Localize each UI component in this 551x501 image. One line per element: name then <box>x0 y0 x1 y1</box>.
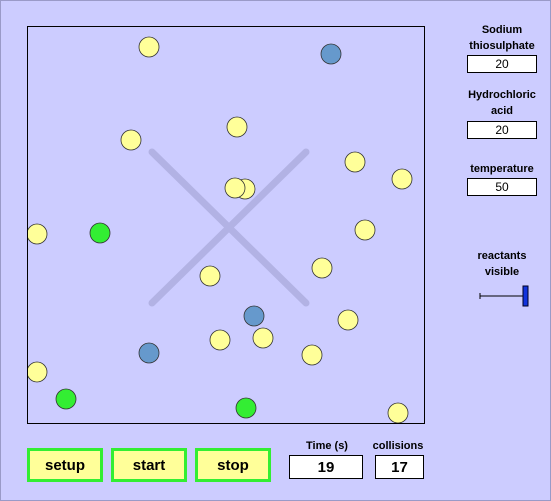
cross-line-2 <box>148 148 310 307</box>
yellow-particle <box>337 309 359 331</box>
yellow-particle <box>199 265 221 287</box>
collisions-label: collisions <box>372 440 424 452</box>
blue-particle <box>320 43 342 65</box>
hydrochloric-acid-input[interactable]: 20 <box>467 121 537 139</box>
yellow-particle <box>252 327 274 349</box>
collisions-value: 17 <box>375 455 424 479</box>
yellow-particle <box>226 116 248 138</box>
reactants-visible-label: reactants visible <box>452 248 551 280</box>
reaction-cross-watermark <box>148 148 310 307</box>
setup-button[interactable]: setup <box>27 448 103 482</box>
hcl-label-line-2: acid <box>490 105 513 117</box>
hcl-label-line-1: Hydrochloric <box>468 89 536 101</box>
temperature-label: temperature <box>470 163 534 175</box>
blue-particle <box>243 305 265 327</box>
green-particle <box>55 388 77 410</box>
stop-button-label: stop <box>217 456 249 474</box>
temperature-input[interactable]: 50 <box>467 178 537 196</box>
yellow-particle <box>344 151 366 173</box>
green-particle <box>89 222 111 244</box>
stop-button[interactable]: stop <box>195 448 271 482</box>
yellow-particle <box>28 361 48 383</box>
slider-thumb[interactable] <box>522 285 529 307</box>
hydrochloric-acid-label: Hydrochloric acid <box>452 87 551 119</box>
yellow-particle <box>138 36 160 58</box>
start-button[interactable]: start <box>111 448 187 482</box>
yellow-particle <box>28 223 48 245</box>
green-particle <box>235 397 257 419</box>
particles-layer <box>28 36 413 423</box>
yellow-particle <box>391 168 413 190</box>
start-button-label: start <box>132 456 166 474</box>
time-value: 19 <box>289 455 363 479</box>
yellow-particle <box>301 344 323 366</box>
yellow-particle <box>387 402 409 423</box>
simulation-area <box>27 26 425 424</box>
setup-button-label: setup <box>44 456 85 474</box>
sodium-label-line-1: Sodium <box>481 24 523 36</box>
reactants-label-line-1: reactants <box>477 250 527 262</box>
sodium-label-line-2: thiosulphate <box>469 40 535 52</box>
blue-particle <box>138 342 160 364</box>
yellow-particle <box>120 129 142 151</box>
simulation-canvas <box>28 36 413 423</box>
yellow-particle <box>224 177 246 199</box>
reactants-label-line-2: visible <box>484 266 520 278</box>
time-label: Time (s) <box>306 440 348 452</box>
sodium-thiosulphate-label: Sodium thiosulphate <box>452 22 551 54</box>
reactants-visible-slider[interactable] <box>478 284 530 308</box>
yellow-particle <box>209 329 231 351</box>
yellow-particle <box>354 219 376 241</box>
sodium-thiosulphate-input[interactable]: 20 <box>467 55 537 73</box>
yellow-particle <box>311 257 333 279</box>
